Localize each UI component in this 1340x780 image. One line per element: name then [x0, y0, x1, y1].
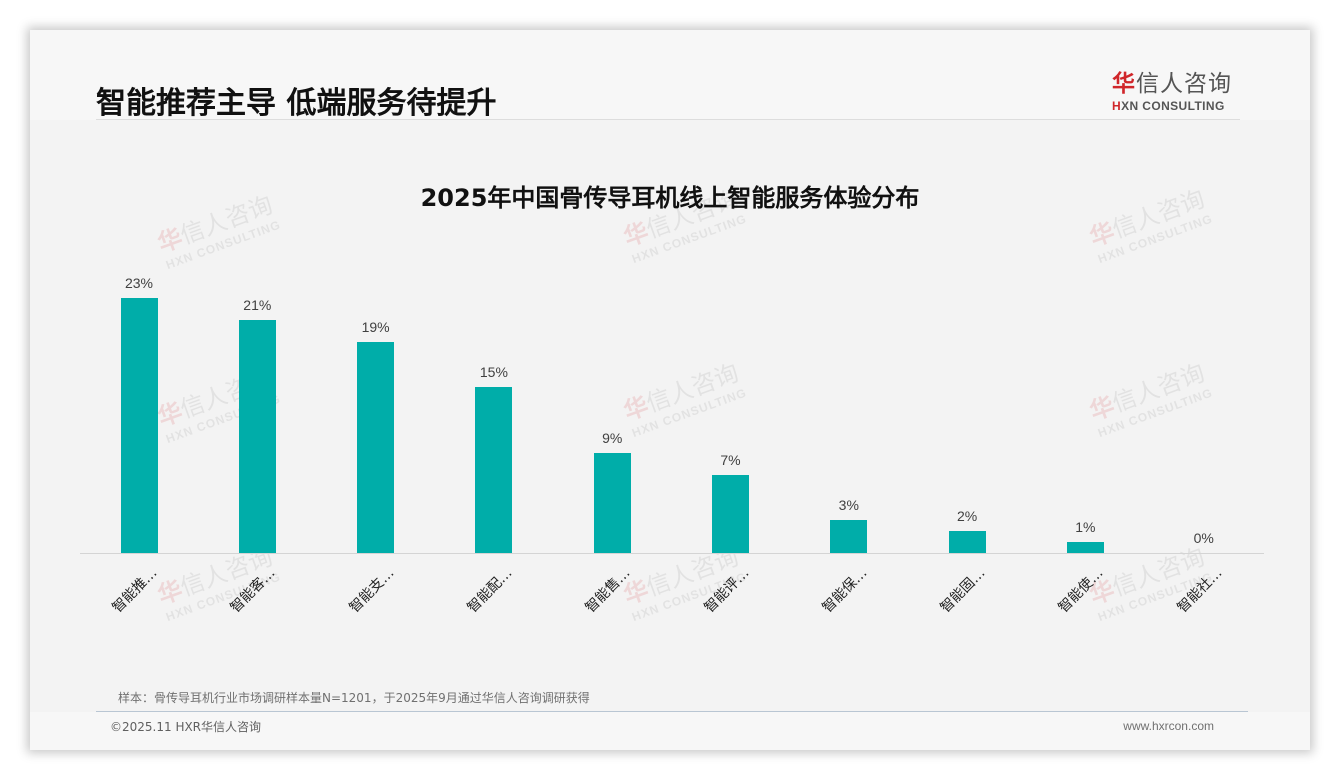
- sample-note: 样本：骨传导耳机行业市场调研样本量N=1201，于2025年9月通过华信人咨询调…: [118, 691, 590, 705]
- bar: [120, 297, 158, 553]
- x-axis-category-label: 智能使…: [1055, 565, 1107, 617]
- bar-value-label: 1%: [1075, 518, 1096, 535]
- bar: [830, 519, 868, 553]
- footer: [30, 712, 1310, 750]
- bar-value-label: 3%: [838, 496, 859, 513]
- x-axis-category-label: 智能推…: [109, 565, 161, 617]
- x-axis-category-label: 智能售…: [582, 565, 634, 617]
- chart-title: 2025年中国骨传导耳机线上智能服务体验分布: [420, 184, 920, 212]
- logo-accent: 华: [1112, 71, 1136, 97]
- x-axis-category-label: 智能配…: [464, 565, 516, 617]
- x-axis-category-label: 智能客…: [227, 565, 279, 617]
- slide-header: [30, 30, 1310, 120]
- bar-value-label: 23%: [124, 274, 154, 291]
- bar: [238, 319, 276, 553]
- x-axis-category-label: 智能支…: [346, 565, 398, 617]
- bar: [712, 475, 749, 553]
- bar-value-label: 0%: [1193, 530, 1214, 546]
- bar-value-label: 7%: [720, 452, 741, 469]
- title-divider: [96, 119, 1240, 120]
- logo-en: HXN CONSULTING: [1112, 99, 1242, 113]
- bar: [357, 342, 395, 553]
- bar: [1066, 541, 1104, 553]
- x-axis-line: [80, 553, 1264, 554]
- website-link[interactable]: www.hxrcon.com: [1123, 719, 1214, 733]
- bar: [475, 386, 513, 553]
- bar-value-label: 15%: [479, 363, 508, 380]
- bar: [593, 453, 631, 553]
- bar-value-label: 2%: [956, 507, 978, 524]
- x-axis-category-label: 智能固…: [937, 565, 989, 617]
- logo-en-text: XN CONSULTING: [1121, 99, 1225, 113]
- company-logo: 华信人咨询 HXN CONSULTING: [1112, 64, 1242, 113]
- logo-cn: 华信人咨询: [1112, 64, 1242, 98]
- x-axis-category-label: 智能评…: [701, 565, 752, 617]
- logo-cn-text: 信人咨询: [1136, 71, 1232, 97]
- slide: 智能推荐主导 低端服务待提升 华信人咨询 HXN CONSULTING 华信人咨…: [30, 30, 1310, 750]
- bar: [948, 530, 986, 553]
- logo-en-accent: H: [1112, 99, 1122, 113]
- copyright: ©2025.11 HXR华信人咨询: [110, 720, 262, 734]
- x-axis-category-label: 智能保…: [819, 565, 871, 617]
- bar-value-label: 9%: [602, 430, 623, 447]
- page-title: 智能推荐主导 低端服务待提升: [96, 86, 497, 121]
- bar-value-label: 19%: [361, 319, 390, 336]
- bar-value-label: 21%: [243, 296, 272, 313]
- footer-divider: [96, 711, 1248, 712]
- x-axis-category-label: 智能社…: [1174, 565, 1226, 617]
- bar-chart: 23% 智能推… 21% 智能客… 19% 智能支… 15% 智能配… 9% 智能售… 7% 智能评……: [30, 30, 1310, 750]
